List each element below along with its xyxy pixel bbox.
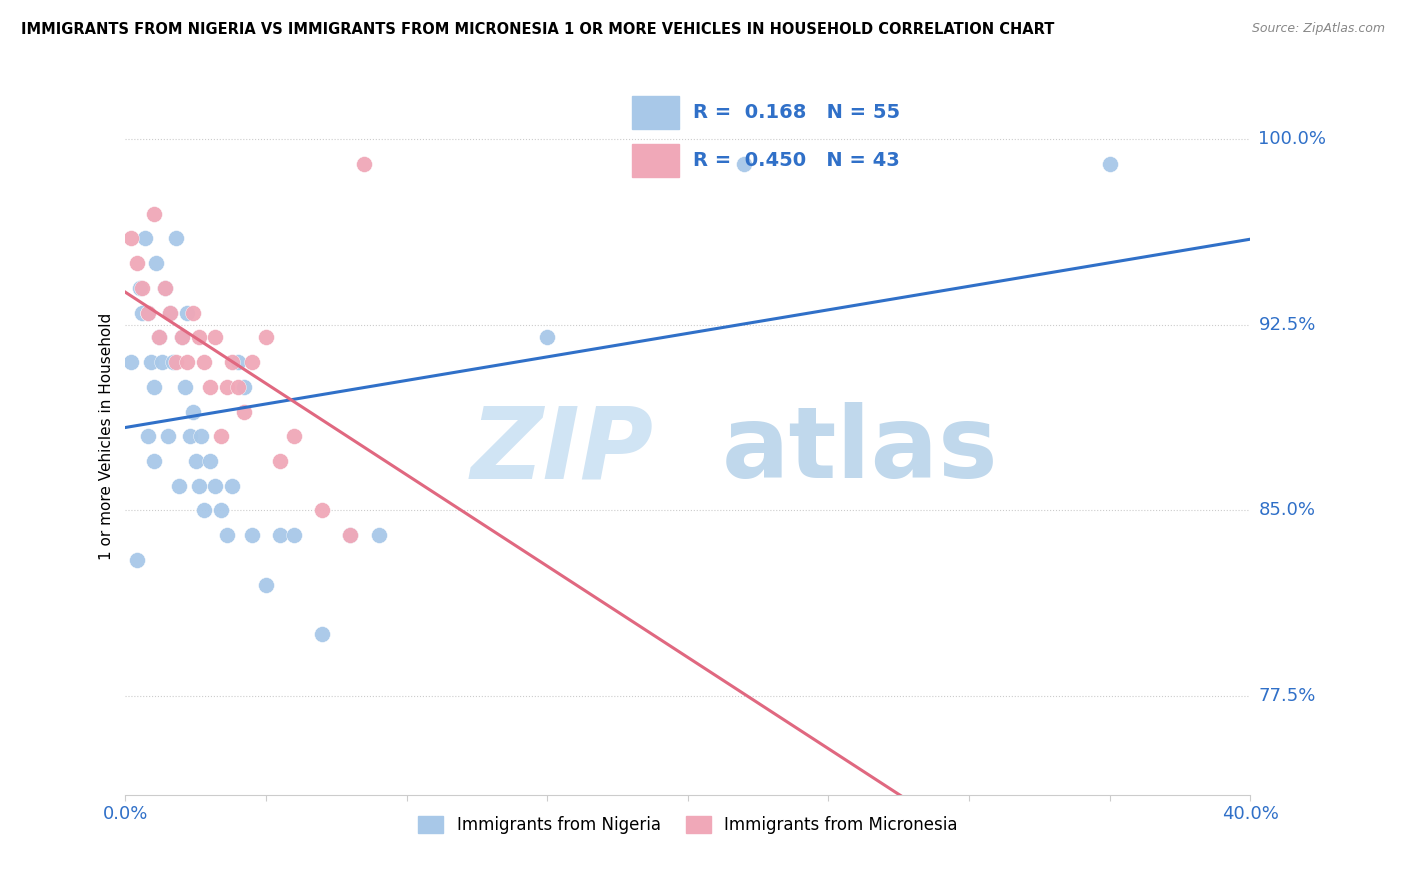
Point — [179, 429, 201, 443]
Point — [198, 454, 221, 468]
Point — [162, 355, 184, 369]
Point — [339, 528, 361, 542]
Point — [181, 404, 204, 418]
Point — [209, 429, 232, 443]
Point — [136, 429, 159, 443]
Point — [148, 330, 170, 344]
Point — [232, 380, 254, 394]
Point — [226, 380, 249, 394]
Text: 77.5%: 77.5% — [1258, 687, 1316, 705]
Point — [187, 479, 209, 493]
Text: 100.0%: 100.0% — [1258, 130, 1326, 148]
Point — [215, 380, 238, 394]
Point — [131, 305, 153, 319]
Point — [142, 454, 165, 468]
Point — [128, 281, 150, 295]
Point — [215, 528, 238, 542]
Point — [170, 330, 193, 344]
FancyBboxPatch shape — [633, 96, 679, 128]
Point — [181, 305, 204, 319]
Point — [165, 355, 187, 369]
Point — [184, 454, 207, 468]
Point — [536, 330, 558, 344]
Point — [283, 528, 305, 542]
Point — [153, 281, 176, 295]
Point — [232, 404, 254, 418]
Point — [226, 355, 249, 369]
Point — [269, 454, 291, 468]
Point — [120, 355, 142, 369]
Point — [367, 528, 389, 542]
Point — [136, 305, 159, 319]
Point — [167, 479, 190, 493]
Legend: Immigrants from Nigeria, Immigrants from Micronesia: Immigrants from Nigeria, Immigrants from… — [412, 809, 965, 840]
FancyBboxPatch shape — [633, 145, 679, 177]
Point — [204, 479, 226, 493]
Point — [176, 355, 198, 369]
Point — [204, 330, 226, 344]
Text: IMMIGRANTS FROM NIGERIA VS IMMIGRANTS FROM MICRONESIA 1 OR MORE VEHICLES IN HOUS: IMMIGRANTS FROM NIGERIA VS IMMIGRANTS FR… — [21, 22, 1054, 37]
Point — [198, 380, 221, 394]
Point — [221, 355, 243, 369]
Point — [221, 479, 243, 493]
Point — [153, 281, 176, 295]
Point — [125, 256, 148, 270]
Text: ZIP: ZIP — [471, 402, 654, 500]
Text: R =  0.168   N = 55: R = 0.168 N = 55 — [693, 103, 900, 122]
Point — [134, 231, 156, 245]
Point — [209, 503, 232, 517]
Text: Source: ZipAtlas.com: Source: ZipAtlas.com — [1251, 22, 1385, 36]
Point — [139, 355, 162, 369]
Point — [193, 503, 215, 517]
Text: atlas: atlas — [721, 402, 998, 500]
Text: 85.0%: 85.0% — [1258, 501, 1316, 519]
Point — [176, 305, 198, 319]
Point — [254, 578, 277, 592]
Point — [190, 429, 212, 443]
Point — [733, 157, 755, 171]
Point — [142, 380, 165, 394]
Point — [170, 330, 193, 344]
Point — [156, 429, 179, 443]
Point — [254, 330, 277, 344]
Point — [1098, 157, 1121, 171]
Point — [150, 355, 173, 369]
Point — [353, 157, 375, 171]
Point — [159, 305, 181, 319]
Point — [269, 528, 291, 542]
Y-axis label: 1 or more Vehicles in Household: 1 or more Vehicles in Household — [100, 312, 114, 560]
Point — [131, 281, 153, 295]
Text: R =  0.450   N = 43: R = 0.450 N = 43 — [693, 151, 900, 170]
Point — [159, 305, 181, 319]
Point — [165, 231, 187, 245]
Point — [148, 330, 170, 344]
Point — [142, 206, 165, 220]
Point — [173, 380, 195, 394]
Point — [240, 528, 263, 542]
Point — [339, 528, 361, 542]
Point — [120, 231, 142, 245]
Point — [193, 355, 215, 369]
Point — [125, 553, 148, 567]
Point — [145, 256, 167, 270]
Point — [187, 330, 209, 344]
Point — [283, 429, 305, 443]
Point — [311, 503, 333, 517]
Point — [240, 355, 263, 369]
Point — [311, 627, 333, 641]
Point — [136, 305, 159, 319]
Text: 92.5%: 92.5% — [1258, 316, 1316, 334]
